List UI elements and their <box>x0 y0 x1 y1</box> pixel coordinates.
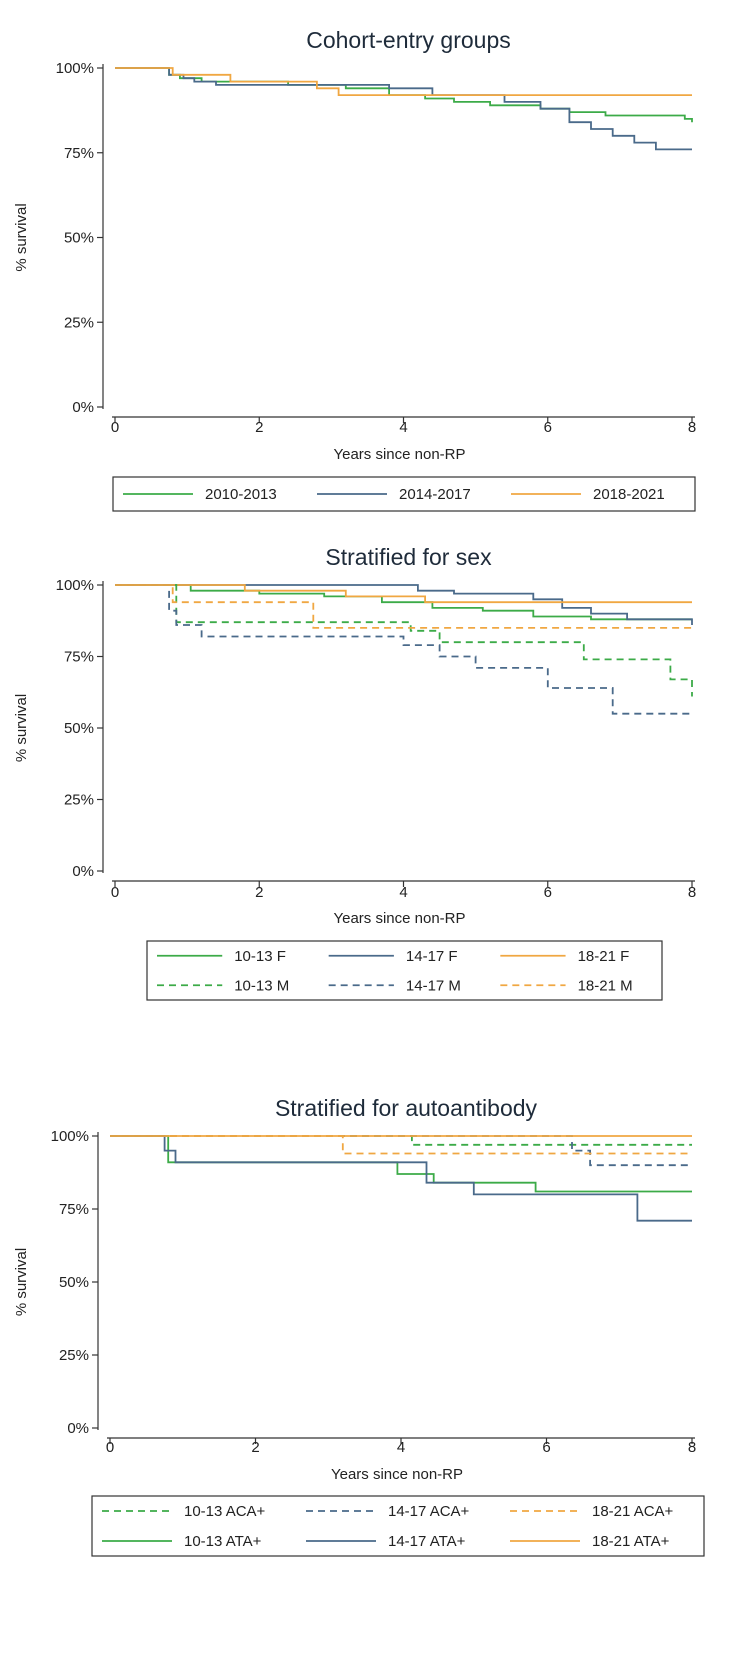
chart-title: Stratified for sex <box>325 544 492 570</box>
series-line-14-17-ata- <box>110 1135 692 1222</box>
x-tick-label: 0 <box>111 419 119 436</box>
x-axis-label: Years since non-RP <box>333 446 465 463</box>
chart-title: Cohort-entry groups <box>306 27 511 53</box>
legend-label: 2010-2013 <box>205 486 277 503</box>
x-tick-label: 0 <box>111 884 119 901</box>
series-line-10-13-ata- <box>110 1135 692 1193</box>
x-tick-label: 8 <box>688 419 696 436</box>
legend-label: 10-13 M <box>234 977 289 994</box>
series-line-10-13-aca- <box>110 1135 692 1146</box>
y-tick-label: 0% <box>72 863 94 880</box>
x-tick-label: 6 <box>542 1439 550 1456</box>
legend-label: 14-17 M <box>406 977 461 994</box>
y-tick-label: 75% <box>59 1201 89 1218</box>
legend-label: 10-13 ATA+ <box>184 1533 262 1550</box>
legend-label: 18-21 M <box>578 977 633 994</box>
x-tick-label: 8 <box>688 884 696 901</box>
y-tick-label: 25% <box>64 792 94 809</box>
x-tick-label: 4 <box>399 419 407 436</box>
series-line-14-17-m <box>115 584 692 715</box>
y-tick-label: 50% <box>59 1274 89 1291</box>
series-line-10-13-m <box>115 584 693 697</box>
y-axis-label: % survival <box>13 694 30 762</box>
y-tick-label: 100% <box>56 577 94 594</box>
series-line-14-17-aca- <box>110 1135 692 1167</box>
series-line-18-21-aca- <box>110 1135 692 1155</box>
legend-label: 18-21 ACA+ <box>592 1503 674 1520</box>
series-line-18-21-f <box>115 584 692 604</box>
legend-label: 10-13 ACA+ <box>184 1503 266 1520</box>
y-axis-label: % survival <box>13 203 30 271</box>
series-line-18-21-m <box>115 584 692 629</box>
x-tick-label: 2 <box>255 419 263 436</box>
legend-box <box>112 476 696 512</box>
y-tick-label: 75% <box>64 649 94 666</box>
legend-label: 14-17 ATA+ <box>388 1533 466 1550</box>
legend-label: 2014-2017 <box>399 486 471 503</box>
legend-box <box>91 1495 705 1557</box>
series-line-14-17-f <box>115 584 693 625</box>
y-tick-label: 100% <box>51 1128 89 1145</box>
y-tick-label: 25% <box>64 314 94 331</box>
y-tick-label: 0% <box>72 399 94 416</box>
x-tick-label: 4 <box>397 1439 405 1456</box>
x-tick-label: 6 <box>544 419 552 436</box>
series-line-2018-2021 <box>115 67 692 96</box>
legend-box <box>146 940 663 1001</box>
x-tick-label: 2 <box>255 884 263 901</box>
series-line-2014-2017 <box>115 67 692 151</box>
x-axis-label: Years since non-RP <box>331 1466 463 1483</box>
y-tick-label: 100% <box>56 60 94 77</box>
y-tick-label: 25% <box>59 1347 89 1364</box>
y-tick-label: 50% <box>64 720 94 737</box>
x-tick-label: 0 <box>106 1439 114 1456</box>
x-tick-label: 4 <box>399 884 407 901</box>
legend-label: 14-17 F <box>406 948 458 965</box>
x-tick-label: 2 <box>251 1439 259 1456</box>
legend-label: 18-21 F <box>578 948 630 965</box>
x-tick-label: 6 <box>544 884 552 901</box>
chart-title: Stratified for autoantibody <box>275 1095 538 1121</box>
legend-label: 2018-2021 <box>593 486 665 503</box>
legend-label: 18-21 ATA+ <box>592 1533 670 1550</box>
x-axis-label: Years since non-RP <box>333 910 465 927</box>
y-tick-label: 0% <box>67 1420 89 1437</box>
y-tick-label: 75% <box>64 145 94 162</box>
legend-label: 14-17 ACA+ <box>388 1503 470 1520</box>
y-tick-label: 50% <box>64 230 94 247</box>
x-tick-label: 8 <box>688 1439 696 1456</box>
y-axis-label: % survival <box>13 1248 30 1316</box>
legend-label: 10-13 F <box>234 948 286 965</box>
